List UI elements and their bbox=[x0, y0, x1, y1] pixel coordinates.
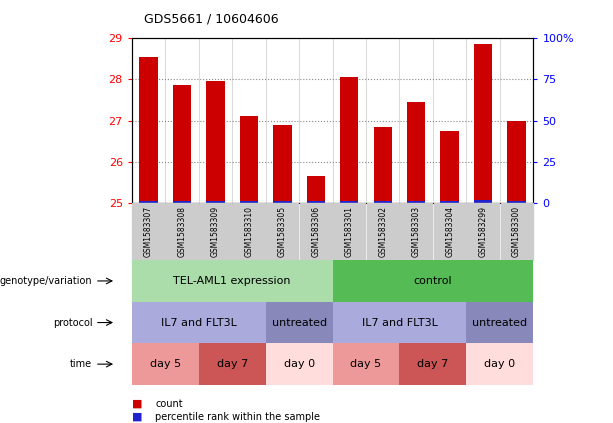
Text: IL7 and FLT3L: IL7 and FLT3L bbox=[161, 318, 237, 327]
Bar bbox=[206, 201, 224, 203]
Text: day 0: day 0 bbox=[484, 359, 516, 369]
Text: GSM1583299: GSM1583299 bbox=[479, 206, 487, 257]
Text: GSM1583309: GSM1583309 bbox=[211, 206, 220, 257]
Bar bbox=[340, 201, 359, 203]
Bar bbox=[508, 201, 526, 203]
Text: ■: ■ bbox=[132, 399, 142, 409]
Bar bbox=[474, 44, 492, 203]
Bar bbox=[407, 102, 425, 203]
Text: day 5: day 5 bbox=[351, 359, 381, 369]
Text: IL7 and FLT3L: IL7 and FLT3L bbox=[362, 318, 438, 327]
Bar bbox=[407, 201, 425, 203]
Bar bbox=[474, 200, 492, 203]
Text: percentile rank within the sample: percentile rank within the sample bbox=[155, 412, 320, 422]
Text: GSM1583301: GSM1583301 bbox=[345, 206, 354, 257]
Bar bbox=[240, 201, 258, 203]
Text: GSM1583307: GSM1583307 bbox=[144, 206, 153, 257]
Text: day 5: day 5 bbox=[150, 359, 181, 369]
Text: count: count bbox=[155, 399, 183, 409]
Text: control: control bbox=[414, 276, 452, 286]
Text: day 7: day 7 bbox=[417, 359, 449, 369]
Bar bbox=[306, 176, 325, 203]
Text: TEL-AML1 expression: TEL-AML1 expression bbox=[173, 276, 291, 286]
Bar bbox=[173, 85, 191, 203]
Bar bbox=[240, 116, 258, 203]
Bar bbox=[306, 201, 325, 203]
Bar bbox=[373, 201, 392, 203]
Text: GSM1583300: GSM1583300 bbox=[512, 206, 521, 257]
Bar bbox=[273, 201, 292, 203]
Text: day 7: day 7 bbox=[216, 359, 248, 369]
Bar bbox=[441, 201, 459, 203]
Text: GSM1583308: GSM1583308 bbox=[178, 206, 186, 257]
Text: day 0: day 0 bbox=[284, 359, 314, 369]
Bar bbox=[373, 127, 392, 203]
Bar bbox=[508, 121, 526, 203]
Text: GSM1583305: GSM1583305 bbox=[278, 206, 287, 257]
Text: untreated: untreated bbox=[272, 318, 327, 327]
Bar bbox=[206, 81, 224, 203]
Bar bbox=[441, 131, 459, 203]
Bar bbox=[139, 57, 158, 203]
Text: GSM1583306: GSM1583306 bbox=[311, 206, 321, 257]
Text: GSM1583304: GSM1583304 bbox=[445, 206, 454, 257]
Text: GDS5661 / 10604606: GDS5661 / 10604606 bbox=[144, 12, 279, 25]
Bar bbox=[273, 125, 292, 203]
Text: genotype/variation: genotype/variation bbox=[0, 276, 92, 286]
Bar bbox=[139, 201, 158, 203]
Bar bbox=[340, 77, 359, 203]
Text: untreated: untreated bbox=[472, 318, 527, 327]
Text: GSM1583302: GSM1583302 bbox=[378, 206, 387, 257]
Text: GSM1583303: GSM1583303 bbox=[412, 206, 421, 257]
Text: ■: ■ bbox=[132, 412, 142, 422]
Text: time: time bbox=[70, 359, 92, 369]
Text: protocol: protocol bbox=[53, 318, 92, 327]
Text: GSM1583310: GSM1583310 bbox=[245, 206, 253, 257]
Bar bbox=[173, 201, 191, 203]
